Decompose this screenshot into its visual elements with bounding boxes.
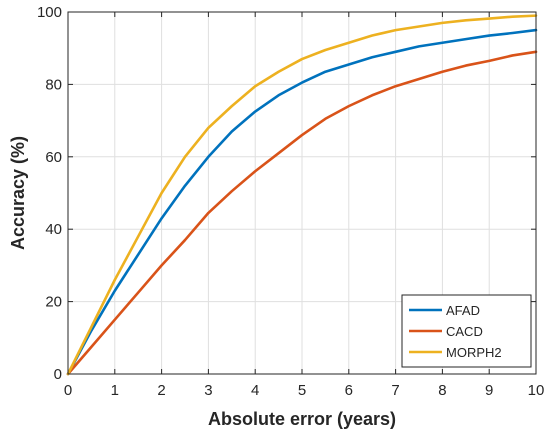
y-tick-label: 20 <box>45 294 62 311</box>
y-tick-label: 0 <box>54 366 62 383</box>
y-axis-title: Accuracy (%) <box>8 136 28 250</box>
x-tick-label: 5 <box>298 382 306 399</box>
legend-label-morph2: MORPH2 <box>446 345 502 360</box>
x-tick-label: 3 <box>204 382 212 399</box>
x-axis-title: Absolute error (years) <box>208 409 396 429</box>
series-line-afad <box>66 28 538 376</box>
legend-label-afad: AFAD <box>446 303 480 318</box>
x-tick-label: 1 <box>111 382 119 399</box>
y-tick-label: 100 <box>37 4 62 21</box>
x-tick-label: 2 <box>157 382 165 399</box>
x-tick-label: 4 <box>251 382 259 399</box>
legend-label-cacd: CACD <box>446 324 483 339</box>
x-tick-label: 10 <box>528 382 545 399</box>
x-tick-label: 9 <box>485 382 493 399</box>
x-tick-label: 6 <box>345 382 353 399</box>
series-line-cacd <box>66 50 538 376</box>
x-tick-label: 0 <box>64 382 72 399</box>
x-tick-label: 7 <box>391 382 399 399</box>
series-line-morph2 <box>66 14 538 376</box>
y-tick-label: 80 <box>45 76 62 93</box>
y-tick-label: 40 <box>45 221 62 238</box>
x-tick-label: 8 <box>438 382 446 399</box>
y-tick-label: 60 <box>45 149 62 166</box>
